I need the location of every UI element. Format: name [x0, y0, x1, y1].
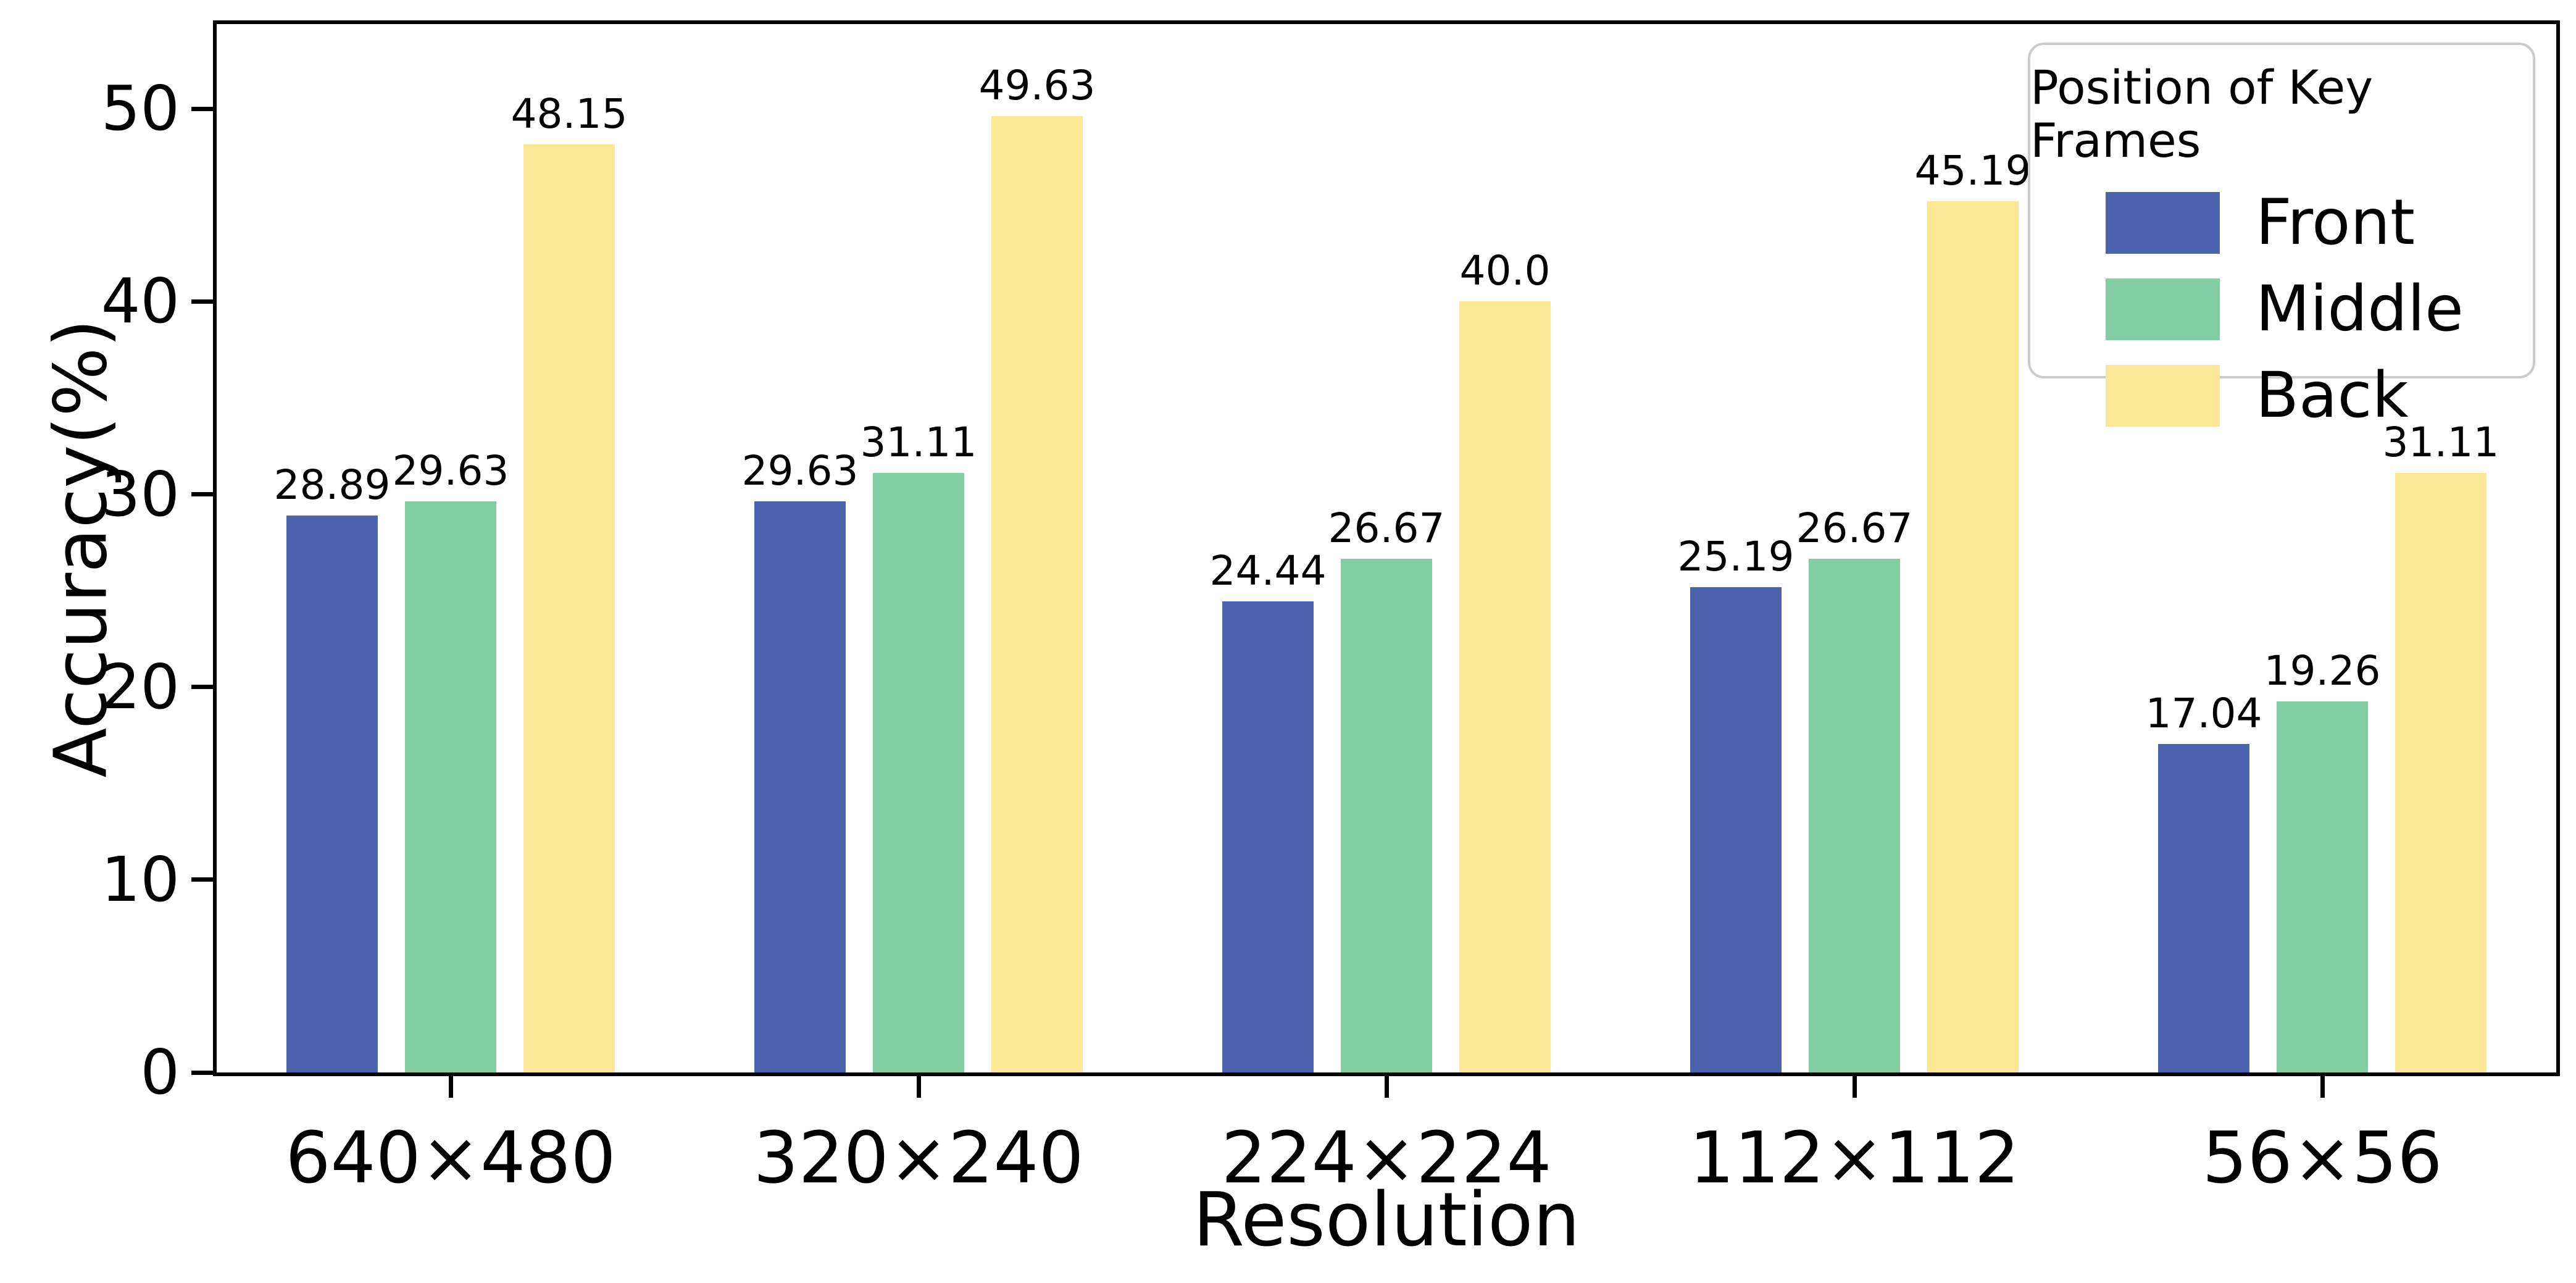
bar-front: 17.04: [2146, 692, 2262, 1072]
legend-items: Front Middle Back: [2030, 167, 2533, 427]
bar-value-label: 19.26: [2264, 646, 2381, 695]
y-axis-label: Accuracy(%): [25, 20, 136, 1076]
bar-group: 29.63 31.11 49.63: [742, 64, 1095, 1072]
bar-middle: 29.63: [393, 449, 509, 1072]
legend-box: Position of Key Frames Front Middle Back: [2028, 43, 2535, 427]
legend-item-front: Front: [2106, 186, 2533, 259]
x-tick-label: 224×224: [1221, 1117, 1552, 1200]
y-tick-mark: [191, 106, 213, 111]
y-tick-mark: [191, 685, 213, 690]
y-tick-mark: [191, 877, 213, 882]
bar-back: 45.19: [1915, 149, 2031, 1072]
bar-group: 24.44 26.67 40.0: [1210, 249, 1551, 1072]
bar-value-label: 45.19: [1914, 147, 2032, 195]
bar-back: 31.11: [2383, 420, 2499, 1072]
bar-value-label: 25.19: [1677, 532, 1794, 580]
x-axis-label: Resolution: [1193, 1177, 1580, 1263]
legend-swatch-middle: [2106, 278, 2220, 340]
bar-value-label: 31.11: [860, 418, 977, 466]
bar-back: 40.0: [1459, 249, 1551, 1072]
bar-value-label: 26.67: [1796, 504, 1913, 552]
legend-item-middle: Middle: [2106, 272, 2533, 346]
x-tick-mark: [448, 1076, 453, 1098]
legend-entry-label: Front: [2256, 186, 2415, 259]
bar-value-label: 28.89: [273, 461, 391, 509]
x-tick-mark: [916, 1076, 921, 1098]
bar-front: 24.44: [1210, 550, 1326, 1072]
legend-swatch-back: [2106, 365, 2220, 427]
x-tick-label: 112×112: [1689, 1117, 2020, 1200]
x-tick-mark: [1384, 1076, 1389, 1098]
y-tick-label: 30: [101, 458, 180, 530]
legend-title: Position of Key Frames: [2030, 60, 2374, 168]
bar-front: 28.89: [274, 464, 390, 1072]
legend-swatch-front: [2106, 192, 2220, 254]
x-tick-label: 56×56: [2202, 1117, 2443, 1200]
x-tick-label: 640×480: [285, 1117, 616, 1200]
x-tick-mark: [2320, 1076, 2325, 1098]
bar-group: 17.04 19.26 31.11: [2146, 420, 2499, 1072]
y-tick-label: 20: [101, 650, 180, 723]
bar-middle: 26.67: [1796, 506, 1912, 1072]
y-tick-mark: [191, 299, 213, 304]
bar-middle: 31.11: [861, 420, 977, 1072]
x-tick-label: 320×240: [753, 1117, 1084, 1200]
bar-value-label: 31.11: [2382, 418, 2499, 466]
y-tick-mark: [191, 492, 213, 497]
legend-entry-label: Middle: [2256, 272, 2464, 346]
bar-back: 49.63: [979, 64, 1095, 1072]
y-tick-label: 40: [101, 265, 180, 338]
bar-front: 25.19: [1678, 535, 1794, 1072]
bar-value-label: 29.63: [392, 447, 509, 495]
legend-item-back: Back: [2106, 359, 2533, 432]
y-tick-label: 0: [140, 1036, 180, 1108]
bar-value-label: 49.63: [978, 61, 1096, 109]
bar-value-label: 24.44: [1209, 547, 1327, 595]
bar-value-label: 26.67: [1328, 504, 1445, 552]
bar-back: 48.15: [511, 93, 627, 1072]
bar-value-label: 40.0: [1459, 247, 1551, 295]
bar-group: 25.19 26.67 45.19: [1678, 149, 2031, 1072]
bar-value-label: 17.04: [2145, 690, 2262, 738]
plot-area: 0 10 20 30 40 50 28.89 29.63 48.15 29.63 31.11 49.…: [101, 20, 2560, 1200]
x-tick-mark: [1852, 1076, 1857, 1098]
bar-front: 29.63: [742, 449, 858, 1072]
bar-value-label: 48.15: [511, 90, 628, 138]
y-tick-mark: [191, 1070, 213, 1075]
y-tick-label: 50: [101, 72, 180, 145]
bar-value-label: 29.63: [741, 447, 859, 495]
y-tick-label: 10: [101, 843, 180, 916]
bar-middle: 26.67: [1328, 506, 1444, 1072]
bar-group: 28.89 29.63 48.15: [274, 93, 627, 1072]
legend-entry-label: Back: [2256, 359, 2409, 432]
bar-middle: 19.26: [2264, 649, 2380, 1072]
